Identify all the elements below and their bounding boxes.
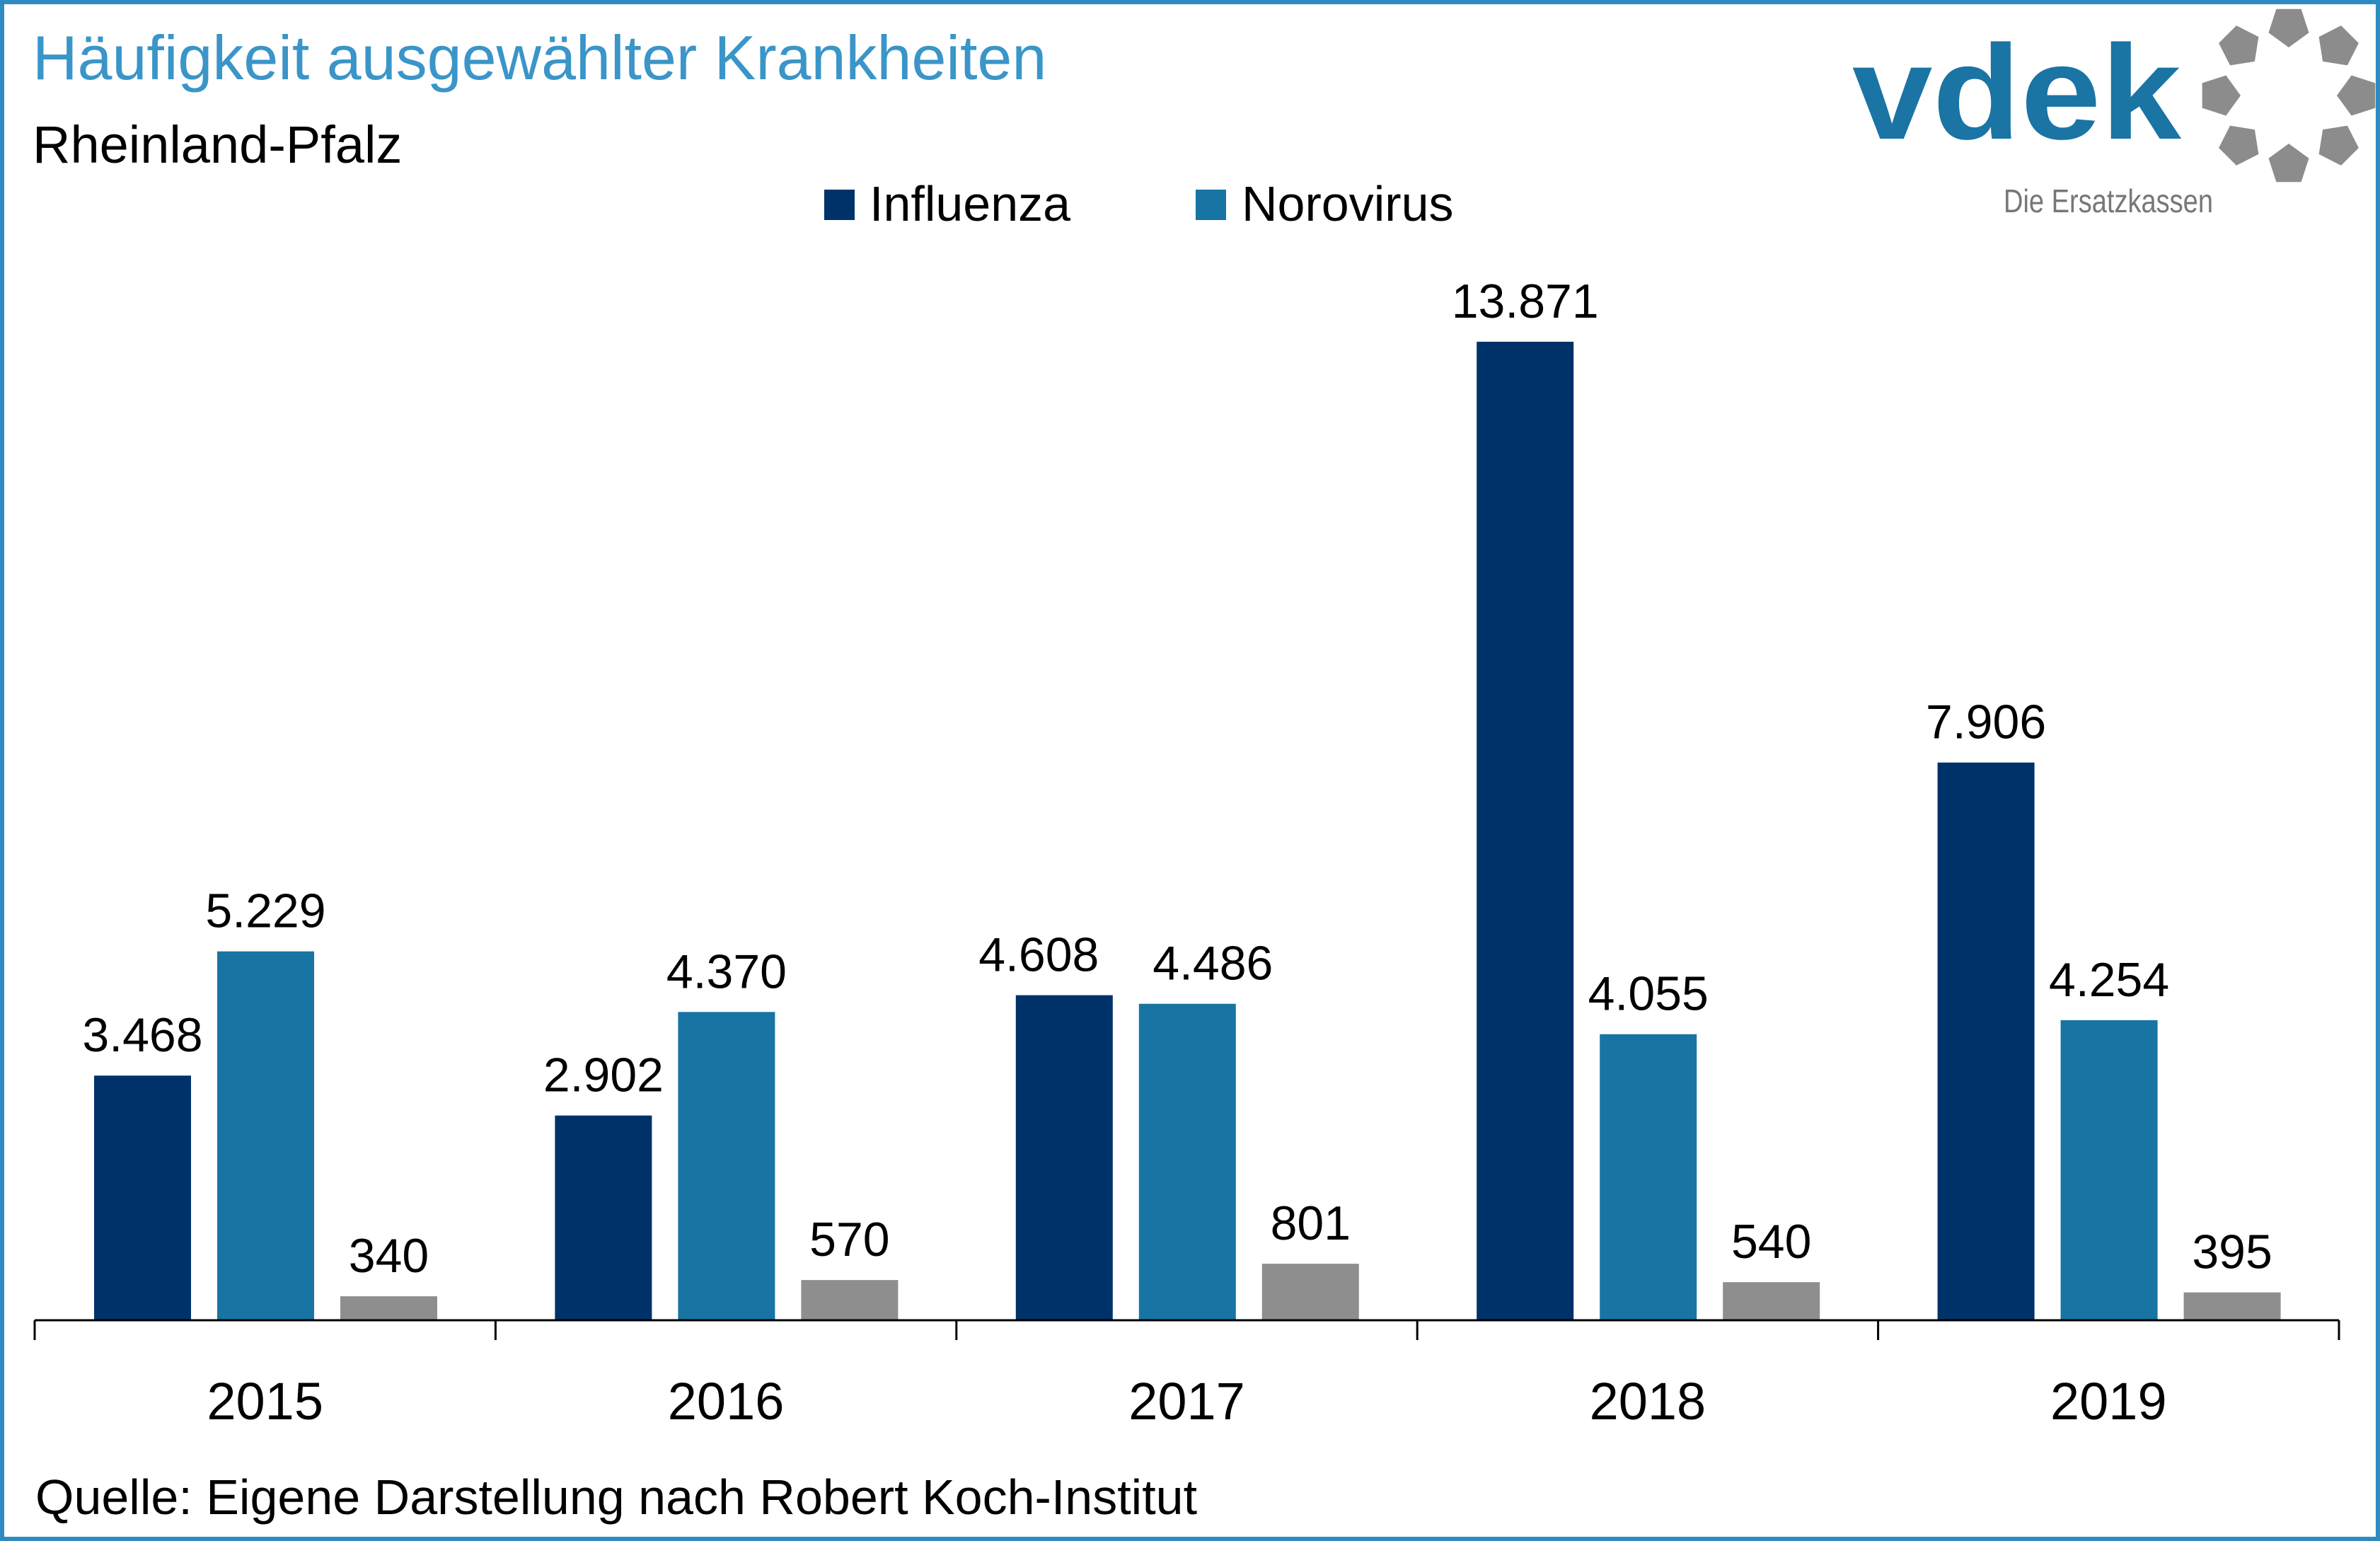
- bar-norovirus-2019: [2060, 1020, 2158, 1320]
- bar-influenza-2015: [94, 1075, 191, 1320]
- data-label: 2.902: [543, 1049, 664, 1102]
- data-label: 4.370: [666, 945, 787, 998]
- x-tick-label: 2017: [1128, 1372, 1245, 1431]
- chart-subtitle: Rheinland-Pfalz: [33, 115, 402, 174]
- logo-ring-icon: [2202, 8, 2376, 183]
- bar-other-2017: [1261, 1264, 1359, 1320]
- data-label: 7.906: [1926, 696, 2046, 749]
- bar-other-2015: [340, 1296, 437, 1320]
- data-label: 5.229: [205, 884, 325, 938]
- logo-wordmark: vdek: [1852, 18, 2181, 168]
- logo-ring-dot: [2219, 125, 2259, 166]
- bar-norovirus-2015: [217, 951, 314, 1320]
- logo-ring-dot: [2337, 75, 2376, 116]
- logo-ring-dot: [2318, 25, 2359, 66]
- bar-influenza-2019: [1937, 762, 2035, 1320]
- bar-other-2016: [801, 1280, 899, 1320]
- logo-ring-dot: [2318, 125, 2359, 166]
- bar-norovirus-2017: [1138, 1003, 1236, 1320]
- bar-influenza-2016: [555, 1115, 652, 1320]
- data-label: 4.254: [2049, 953, 2169, 1007]
- data-label: 4.486: [1153, 937, 1273, 991]
- data-label: 540: [1731, 1215, 1811, 1269]
- logo-ring-dot: [2268, 8, 2309, 47]
- data-label: 3.468: [82, 1008, 202, 1062]
- data-label: 801: [1271, 1196, 1351, 1250]
- x-tick-label: 2018: [1590, 1372, 1706, 1431]
- bar-influenza-2018: [1477, 342, 1574, 1320]
- source-note: Quelle: Eigene Darstellung nach Robert K…: [35, 1470, 1197, 1525]
- bar-norovirus-2018: [1600, 1034, 1697, 1320]
- legend-label-norovirus: Norovirus: [1242, 176, 1454, 231]
- x-tick-label: 2015: [207, 1372, 323, 1431]
- legend-swatch-norovirus: [1196, 190, 1226, 220]
- x-axis: 2015 2016 2017 2018 2019: [33, 1319, 2340, 1431]
- logo-ring-dot: [2219, 25, 2259, 66]
- bar-other-2019: [2183, 1292, 2281, 1320]
- x-tick-label: 2019: [2050, 1372, 2167, 1431]
- data-label: 4.608: [978, 928, 1099, 982]
- bar-norovirus-2016: [678, 1012, 775, 1320]
- legend-label-influenza: Influenza: [870, 176, 1070, 231]
- bar-other-2018: [1723, 1282, 1820, 1320]
- data-label: 395: [2192, 1225, 2272, 1279]
- vdek-logo: vdek Die Ersatzkassen: [1852, 8, 2376, 219]
- logo-ring-dot: [2268, 144, 2309, 183]
- chart-title: Häufigkeit ausgewählter Krankheiten: [33, 23, 1046, 93]
- data-label: 4.055: [1588, 967, 1709, 1021]
- data-label: 340: [349, 1229, 429, 1283]
- data-label: 13.871: [1452, 275, 1599, 328]
- x-tick-label: 2016: [668, 1372, 785, 1431]
- data-label: 570: [809, 1213, 889, 1266]
- legend: Influenza Norovirus: [824, 176, 1454, 231]
- legend-swatch-influenza: [824, 190, 855, 220]
- logo-tagline: Die Ersatzkassen: [2004, 183, 2213, 219]
- logo-ring-dot: [2202, 75, 2241, 116]
- bar-influenza-2017: [1015, 995, 1113, 1320]
